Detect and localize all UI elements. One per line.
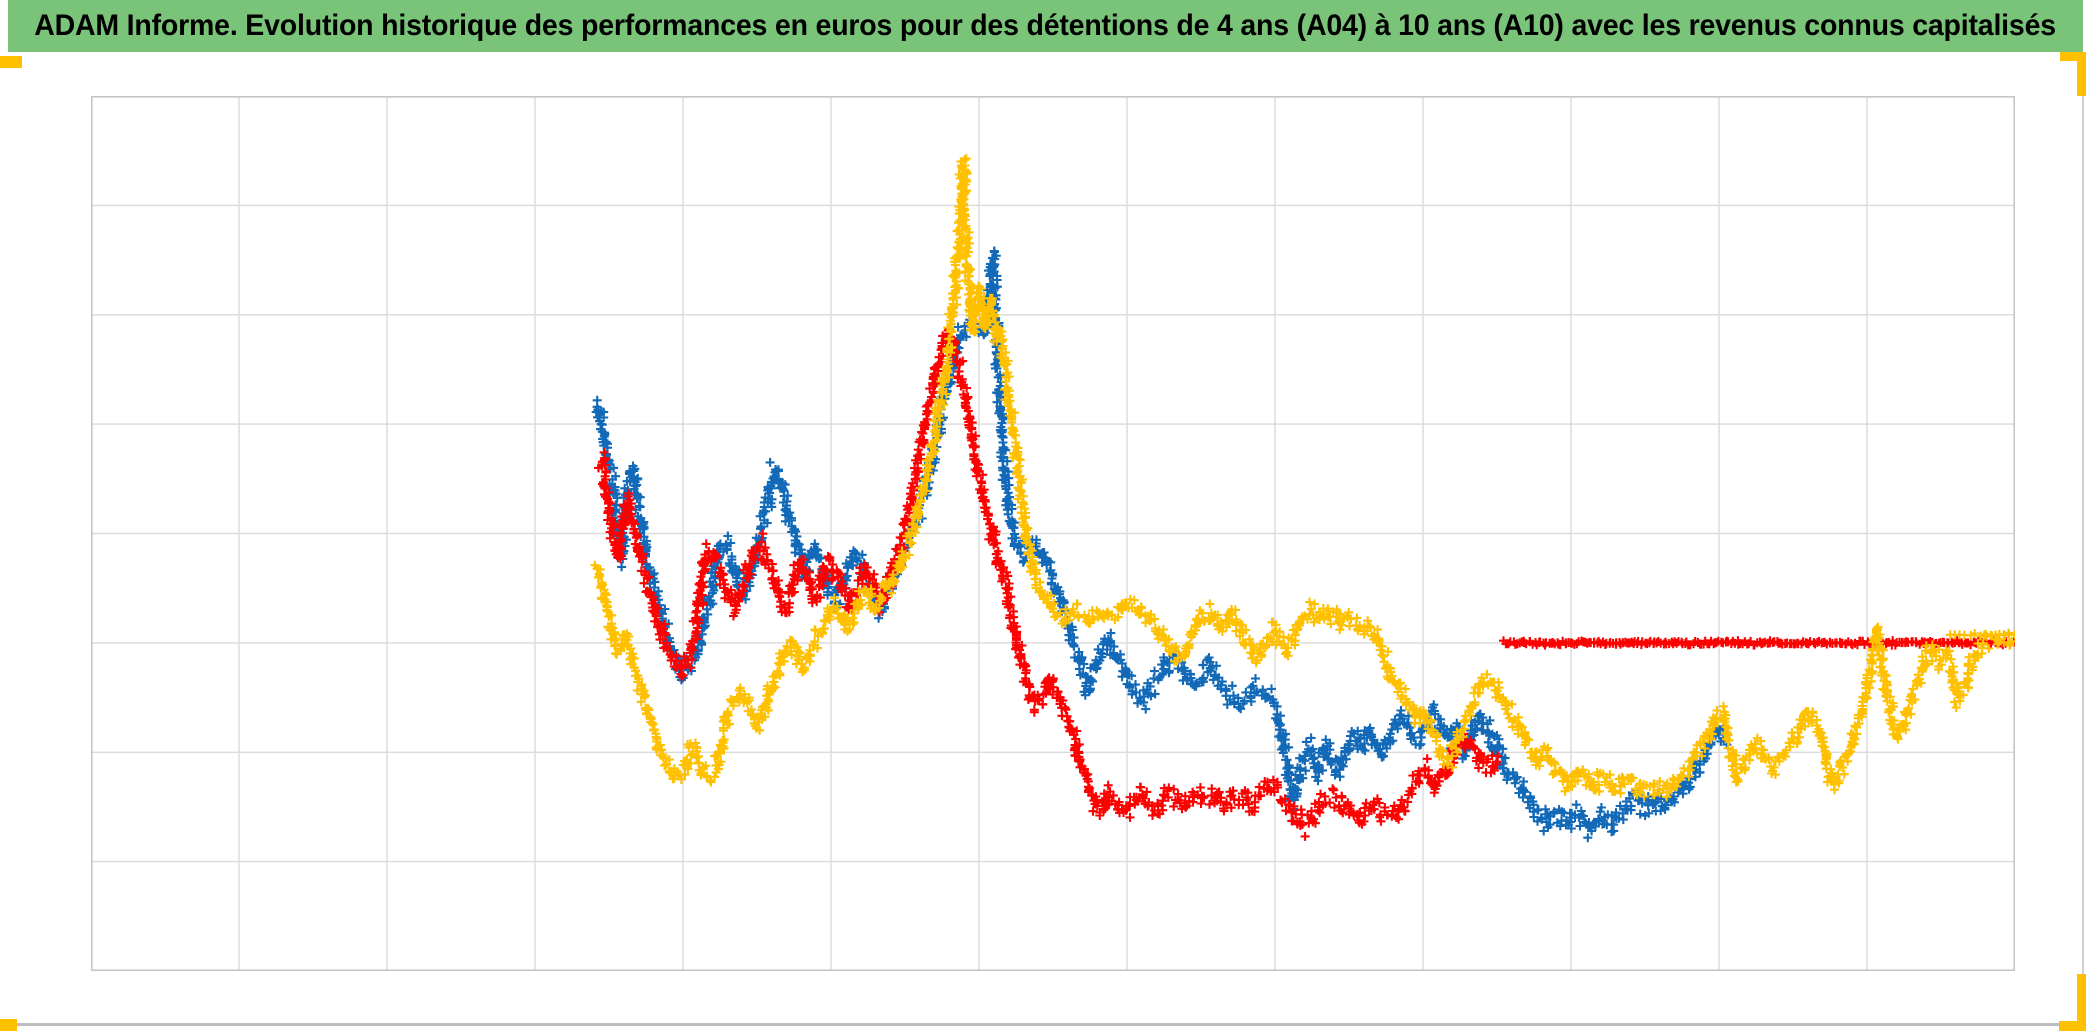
title-bar: ADAM Informe. Evolution historique des p… <box>8 0 2083 52</box>
corner-accent-top-right-vertical <box>2077 52 2086 96</box>
page-right-edge-line <box>2082 60 2084 1026</box>
corner-accent-bottom-right <box>2059 1021 2086 1031</box>
chart-area <box>0 52 2086 1031</box>
gridlines <box>91 96 2015 971</box>
corner-accent-top-left <box>0 56 22 68</box>
corner-accent-top-right <box>2060 52 2086 61</box>
series-blue-markers <box>591 246 1732 843</box>
corner-accent-bottom-left <box>0 1019 17 1031</box>
page-bottom-edge-line <box>0 1023 2086 1026</box>
scatter-plot-svg <box>91 96 2015 971</box>
chart-title: ADAM Informe. Evolution historique des p… <box>34 9 2057 42</box>
series-gold-markers <box>590 154 2015 802</box>
series-red-markers <box>594 324 2015 841</box>
corner-accent-bottom-right-vertical <box>2077 974 2086 1031</box>
